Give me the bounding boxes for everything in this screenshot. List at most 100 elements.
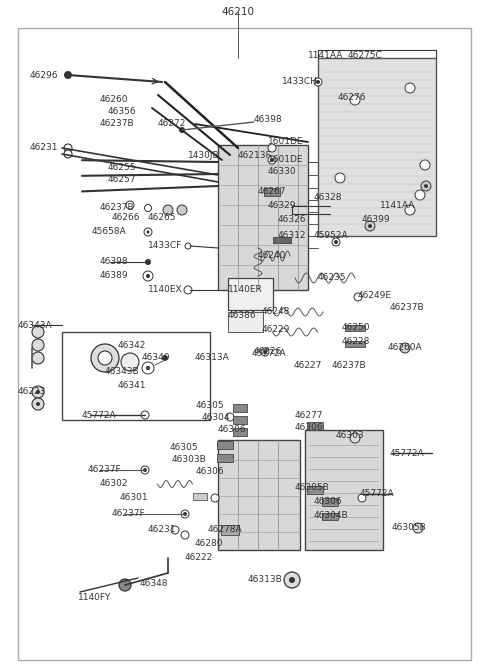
- Circle shape: [32, 339, 44, 351]
- Circle shape: [32, 386, 44, 398]
- Circle shape: [421, 181, 431, 191]
- Text: 46330: 46330: [268, 168, 297, 176]
- Circle shape: [354, 293, 362, 301]
- Text: 45772A: 45772A: [360, 490, 395, 499]
- Bar: [345, 325, 365, 331]
- Text: 46302: 46302: [100, 480, 129, 488]
- Bar: [305, 430, 383, 550]
- Circle shape: [36, 390, 40, 394]
- Text: 1430JB: 1430JB: [188, 150, 220, 160]
- Circle shape: [226, 413, 234, 421]
- Text: 46399: 46399: [362, 215, 391, 225]
- Text: 46235: 46235: [318, 274, 347, 282]
- Circle shape: [263, 350, 267, 354]
- Text: 46250: 46250: [342, 323, 371, 331]
- Text: 46272: 46272: [158, 119, 186, 129]
- Circle shape: [126, 201, 134, 209]
- Circle shape: [144, 228, 152, 236]
- Text: 46276: 46276: [338, 93, 367, 103]
- Text: 1433CF: 1433CF: [148, 242, 182, 250]
- Text: 46257: 46257: [108, 176, 136, 185]
- Bar: [217, 441, 233, 449]
- Circle shape: [98, 351, 112, 365]
- Bar: [307, 486, 323, 494]
- Text: 46237B: 46237B: [332, 362, 367, 370]
- Text: 46267: 46267: [258, 187, 287, 197]
- Text: 46306: 46306: [218, 425, 247, 433]
- Circle shape: [332, 238, 340, 246]
- Text: 46305B: 46305B: [295, 484, 330, 493]
- Text: 46304B: 46304B: [314, 511, 348, 519]
- Bar: [345, 341, 365, 347]
- Circle shape: [143, 271, 153, 281]
- Text: 46340: 46340: [142, 354, 170, 362]
- Text: 46348: 46348: [140, 578, 168, 588]
- Bar: [273, 237, 291, 243]
- Bar: [221, 525, 239, 535]
- Text: 46343B: 46343B: [105, 368, 140, 376]
- Circle shape: [420, 160, 430, 170]
- Circle shape: [179, 127, 185, 133]
- Circle shape: [184, 286, 192, 294]
- Circle shape: [146, 274, 150, 278]
- Text: 46249E: 46249E: [358, 291, 392, 299]
- Text: 46305B: 46305B: [392, 523, 427, 533]
- Text: 46227: 46227: [294, 362, 323, 370]
- Circle shape: [32, 398, 44, 410]
- Circle shape: [146, 366, 150, 370]
- Text: 46255: 46255: [108, 164, 136, 172]
- Text: 46305: 46305: [170, 442, 199, 452]
- Text: 46237B: 46237B: [100, 203, 134, 211]
- Bar: [228, 312, 263, 332]
- Text: 1601DE: 1601DE: [268, 138, 303, 146]
- Bar: [233, 428, 247, 436]
- Circle shape: [171, 526, 179, 534]
- Circle shape: [270, 158, 274, 162]
- Text: 46231: 46231: [148, 525, 177, 535]
- Circle shape: [32, 326, 44, 338]
- Text: 46313B: 46313B: [248, 576, 283, 584]
- Circle shape: [413, 523, 423, 533]
- Bar: [233, 416, 247, 424]
- Text: 1601DE: 1601DE: [268, 156, 303, 164]
- Text: 1140EX: 1140EX: [148, 285, 182, 295]
- Circle shape: [314, 78, 322, 86]
- Circle shape: [64, 150, 72, 158]
- Circle shape: [335, 173, 345, 183]
- Text: 46313A: 46313A: [195, 354, 230, 362]
- Bar: [228, 278, 273, 310]
- Circle shape: [284, 572, 300, 588]
- Text: 1140ER: 1140ER: [228, 285, 263, 295]
- Text: 46229: 46229: [262, 325, 290, 335]
- Circle shape: [358, 494, 366, 502]
- Circle shape: [177, 205, 187, 215]
- Text: 46303: 46303: [336, 431, 365, 440]
- Circle shape: [146, 231, 149, 234]
- Circle shape: [36, 402, 40, 406]
- Text: 46356: 46356: [108, 107, 137, 117]
- Text: 46237F: 46237F: [88, 466, 121, 474]
- Circle shape: [144, 205, 152, 211]
- Circle shape: [268, 144, 276, 152]
- Text: 46266: 46266: [112, 213, 141, 223]
- Text: 46306: 46306: [314, 497, 343, 505]
- Bar: [233, 404, 247, 412]
- Circle shape: [141, 411, 149, 419]
- Text: 46306: 46306: [295, 423, 324, 433]
- Circle shape: [268, 156, 276, 164]
- Circle shape: [405, 83, 415, 93]
- Text: 46226: 46226: [254, 348, 282, 356]
- Bar: [193, 493, 207, 499]
- Text: 46260A: 46260A: [388, 344, 422, 352]
- Circle shape: [334, 240, 338, 244]
- Text: 46265: 46265: [148, 213, 177, 223]
- Circle shape: [211, 494, 219, 502]
- Text: 46303B: 46303B: [172, 456, 207, 464]
- Text: 46280: 46280: [195, 539, 224, 548]
- Circle shape: [32, 352, 44, 364]
- Text: 1141AA: 1141AA: [308, 50, 343, 60]
- Text: 45772A: 45772A: [390, 448, 425, 458]
- Text: 46277: 46277: [295, 411, 324, 419]
- Text: 46210: 46210: [221, 7, 254, 17]
- Text: 46389: 46389: [100, 272, 129, 280]
